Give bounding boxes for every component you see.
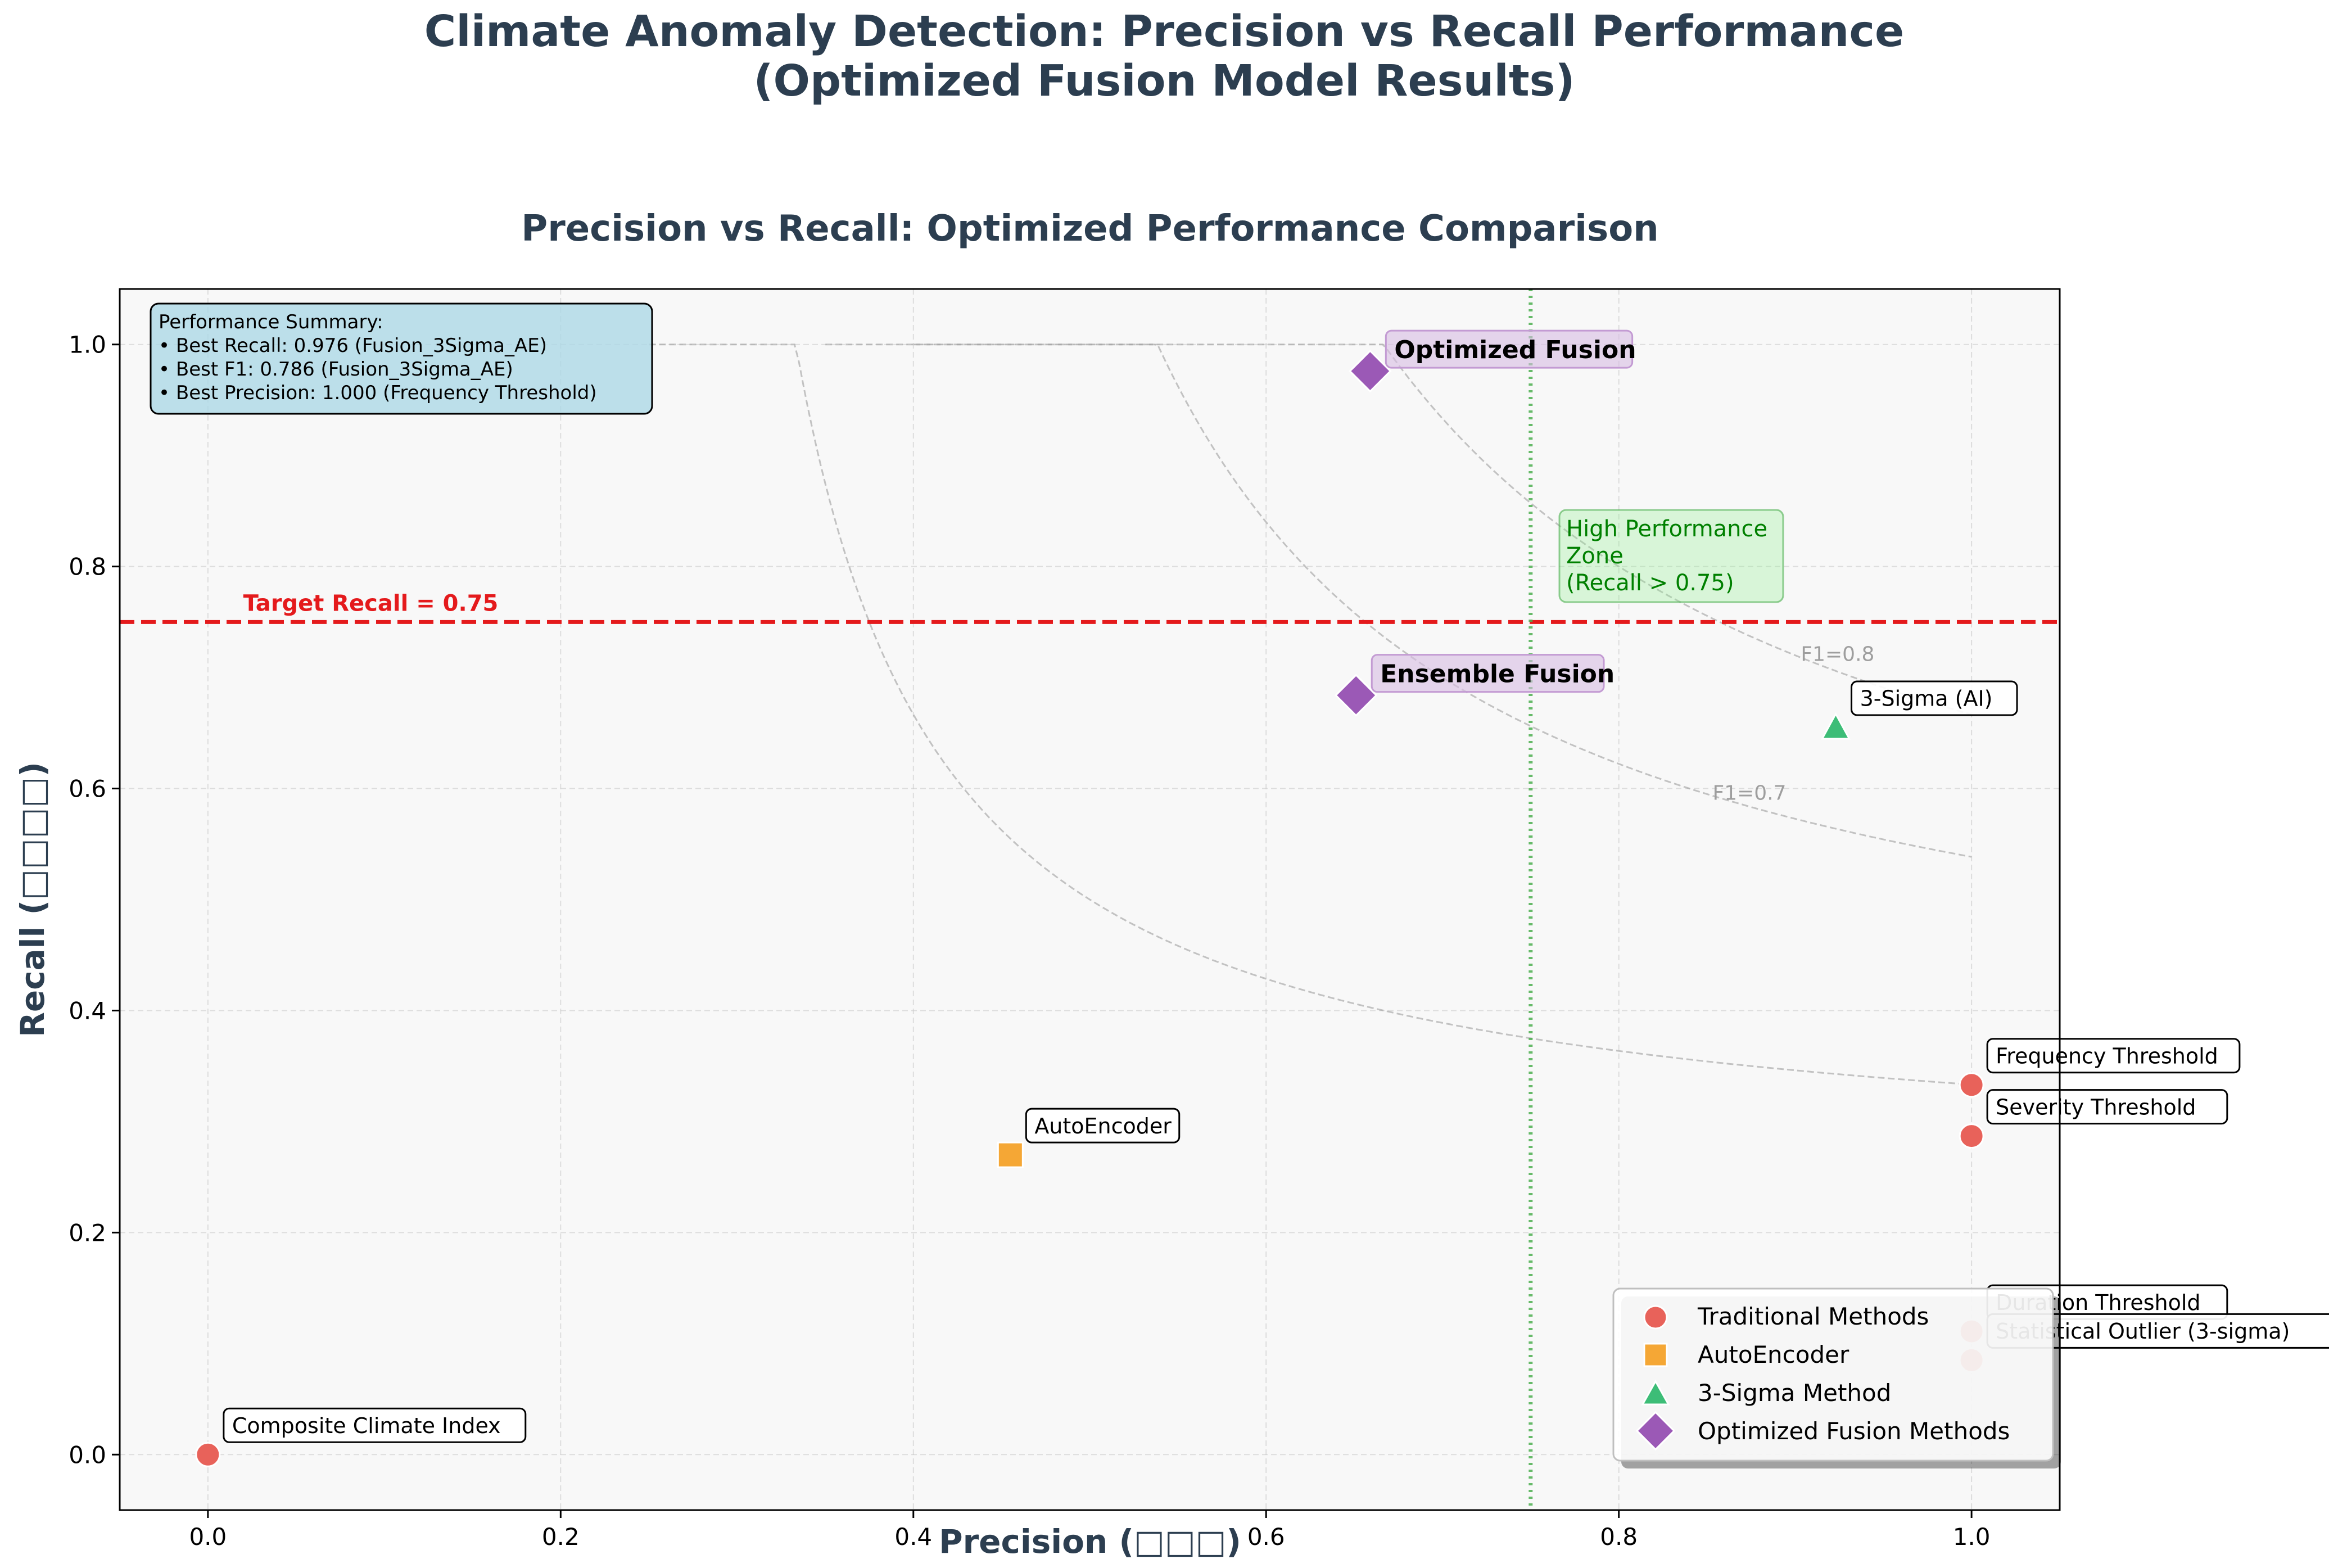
label-composite-climate-index: Composite Climate Index	[232, 1413, 501, 1438]
x-tick-label: 0.4	[894, 1523, 932, 1551]
x-tick-label: 0.6	[1247, 1523, 1285, 1551]
y-axis-label: Recall (□□□□)	[13, 762, 52, 1037]
f1-contour-label: F1=0.7	[1713, 781, 1787, 805]
y-tick-label: 0.6	[69, 775, 106, 803]
label-ensemble-fusion: Ensemble Fusion	[1380, 660, 1615, 689]
label-frequency-threshold-box	[1986, 1038, 2241, 1074]
reference-lines: Target Recall = 0.75	[120, 289, 2060, 1510]
summary-line-1: • Best Recall: 0.976 (Fusion_3Sigma_AE)	[159, 335, 547, 357]
plot-frame	[119, 288, 2061, 1511]
label-autoencoder: AutoEncoder	[1034, 1114, 1172, 1138]
label-3-sigma-ai-box	[1851, 680, 2018, 716]
point-3-sigma-ai	[1821, 712, 1851, 740]
point-ensemble-fusion	[1335, 674, 1378, 717]
x-tick-label: 1.0	[1953, 1523, 1991, 1551]
label-composite-climate-index-box	[223, 1407, 527, 1443]
zone-line-1: Zone	[1566, 543, 1623, 569]
label-autoencoder-box	[1025, 1108, 1181, 1144]
figure-title-line2: (Optimized Fusion Model Results)	[753, 56, 1575, 106]
legend-label-autoencoder: AutoEncoder	[1698, 1341, 1849, 1368]
target-recall-label: Target Recall = 0.75	[243, 590, 499, 616]
figure-title-line1: Climate Anomaly Detection: Precision vs …	[424, 7, 1904, 57]
point-severity-threshold	[1959, 1123, 1984, 1149]
label-frequency-threshold: Frequency Threshold	[1996, 1043, 2218, 1068]
legend-label-fusion: Optimized Fusion Methods	[1698, 1417, 2010, 1445]
x-tick-label: 0.8	[1600, 1523, 1638, 1551]
point-composite-climate-index	[195, 1442, 221, 1467]
label-3-sigma-ai: 3-Sigma (AI)	[1860, 686, 1993, 711]
legend-marker-autoencoder	[1643, 1343, 1668, 1367]
legend: Traditional Methods AutoEncoder 3-Sigma …	[1612, 1287, 2061, 1468]
zone-line-0: High Performance	[1566, 516, 1767, 542]
point-autoencoder	[997, 1141, 1024, 1168]
y-tick-label: 0.8	[69, 553, 106, 581]
label-optimized-fusion-box	[1385, 329, 1634, 369]
high-performance-zone-box: High Performance Zone (Recall > 0.75)	[1558, 509, 1784, 603]
y-tick-label: 0.2	[69, 1219, 106, 1246]
f1-contour-curve	[649, 344, 1972, 1086]
axis-ticks: 0.0 0.2 0.4 0.6 0.8 1.0 0.0 0.2 0.4 0.6 0.8 1.0	[69, 331, 1990, 1551]
label-severity-threshold: Severity Threshold	[1996, 1095, 2196, 1119]
summary-box: Performance Summary: • Best Recall: 0.97…	[150, 302, 653, 415]
legend-label-traditional: Traditional Methods	[1697, 1303, 1929, 1330]
legend-marker-3sigma	[1641, 1379, 1670, 1406]
y-tick-label: 0.0	[69, 1441, 106, 1468]
point-optimized-fusion	[1349, 349, 1392, 393]
f1-contour-label: F1=0.8	[1801, 643, 1874, 666]
x-tick-label: 0.2	[542, 1523, 580, 1551]
label-ensemble-fusion-box	[1371, 654, 1605, 693]
y-tick-label: 0.4	[69, 997, 106, 1024]
f1-contour-curve	[913, 344, 1972, 716]
x-tick-label: 0.0	[189, 1523, 227, 1551]
legend-marker-fusion	[1635, 1411, 1676, 1451]
legend-marker-traditional	[1643, 1305, 1668, 1330]
chart-title: Precision vs Recall: Optimized Performan…	[521, 208, 1658, 250]
y-tick-label: 1.0	[69, 331, 106, 359]
label-optimized-fusion: Optimized Fusion	[1394, 336, 1636, 364]
legend-label-3sigma: 3-Sigma Method	[1698, 1379, 1891, 1407]
f1-contour-curve	[825, 344, 1972, 858]
label-severity-threshold-box	[1986, 1089, 2228, 1125]
x-axis-label: Precision (□□□)	[939, 1522, 1241, 1561]
summary-line-0: Performance Summary:	[159, 311, 383, 333]
summary-line-3: • Best Precision: 1.000 (Frequency Thres…	[159, 382, 597, 404]
summary-line-2: • Best F1: 0.786 (Fusion_3Sigma_AE)	[159, 358, 513, 381]
f1-contours: F1=0.7 F1=0.8	[649, 344, 1972, 1086]
point-frequency-threshold	[1959, 1072, 1984, 1098]
zone-line-2: (Recall > 0.75)	[1566, 570, 1734, 596]
